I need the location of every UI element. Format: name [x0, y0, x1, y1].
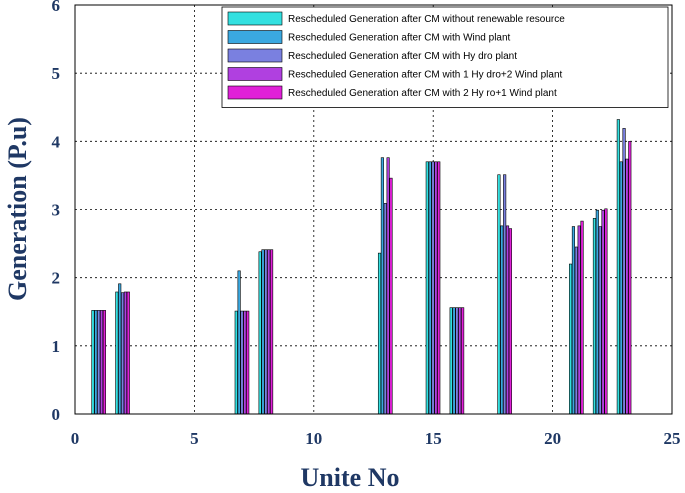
bar — [386, 157, 390, 415]
bar — [389, 177, 393, 415]
bar — [434, 161, 438, 415]
x-tick-label: 10 — [305, 429, 322, 448]
plot-frame — [74, 4, 673, 415]
bar — [604, 208, 608, 415]
bar — [428, 161, 432, 415]
bar — [452, 307, 456, 415]
bar — [437, 161, 441, 415]
bar — [126, 291, 130, 415]
bar — [261, 249, 265, 415]
x-tick-label: 0 — [71, 429, 80, 448]
y-tick-label: 4 — [52, 132, 61, 151]
x-tick-label: 15 — [425, 429, 442, 448]
bar — [508, 228, 512, 415]
legend-label: Rescheduled Generation after CM with 1 H… — [288, 70, 563, 81]
bar — [449, 307, 453, 415]
bar — [601, 209, 605, 415]
bar — [458, 307, 462, 415]
bar — [622, 128, 626, 415]
legend-swatch — [227, 11, 283, 26]
bar — [503, 174, 507, 415]
x-tick-label: 5 — [190, 429, 199, 448]
legend: Rescheduled Generation after CM without … — [221, 6, 669, 108]
bar — [571, 226, 575, 415]
x-tick-label: 25 — [664, 429, 681, 448]
bar — [240, 310, 244, 415]
bar — [461, 307, 465, 415]
bar — [455, 307, 459, 415]
legend-label: Rescheduled Generation after CM without … — [288, 14, 565, 25]
bar — [592, 218, 597, 415]
bar — [270, 249, 274, 415]
y-tick-label: 5 — [52, 64, 61, 83]
legend-swatch — [227, 30, 283, 44]
legend-label: Rescheduled Generation after CM with 2 H… — [288, 88, 557, 99]
bar — [264, 249, 268, 415]
y-axis-title: Generation (P.u) — [3, 117, 32, 301]
bar — [97, 310, 101, 415]
x-tick-label: 20 — [544, 429, 561, 448]
legend-label: Rescheduled Generation after CM with Hy … — [288, 51, 517, 62]
bar — [258, 251, 262, 415]
bar — [118, 283, 122, 415]
bar — [237, 270, 241, 415]
bar — [619, 161, 623, 415]
y-tick-label: 6 — [52, 0, 61, 15]
bar — [383, 203, 387, 415]
bar — [91, 310, 95, 415]
x-axis-title: Unite No — [301, 463, 400, 492]
bar — [431, 161, 435, 415]
bar — [595, 209, 599, 415]
legend-label: Rescheduled Generation after CM with Win… — [288, 33, 511, 44]
legend-swatch — [227, 48, 283, 63]
bar — [569, 263, 573, 415]
bar — [121, 292, 125, 415]
y-tick-label: 0 — [52, 405, 61, 424]
bar — [234, 310, 238, 415]
bar — [267, 249, 271, 415]
bar — [425, 161, 429, 415]
bar — [616, 119, 620, 415]
legend-box — [221, 6, 669, 108]
bar — [574, 246, 578, 415]
bar — [123, 291, 128, 415]
bar — [505, 225, 510, 415]
ticks: 0 5 10 15 20 25 0 1 2 3 4 5 6 — [52, 0, 681, 448]
bar — [243, 310, 247, 415]
bar — [100, 310, 104, 415]
bars — [91, 119, 632, 415]
legend-swatch — [227, 67, 283, 81]
bar — [580, 220, 584, 415]
bar — [246, 310, 250, 415]
legend-swatch — [227, 85, 283, 100]
bar — [115, 291, 119, 415]
bar — [598, 226, 602, 415]
y-tick-label: 3 — [52, 201, 61, 220]
bar — [497, 174, 501, 415]
bar — [500, 225, 504, 415]
bar — [94, 310, 98, 415]
bar — [102, 310, 106, 415]
bar — [625, 158, 629, 415]
y-tick-label: 1 — [52, 337, 61, 356]
bar — [377, 252, 382, 415]
bar — [380, 157, 384, 415]
bar — [577, 225, 581, 415]
bar — [628, 141, 632, 415]
y-tick-label: 2 — [52, 269, 61, 288]
